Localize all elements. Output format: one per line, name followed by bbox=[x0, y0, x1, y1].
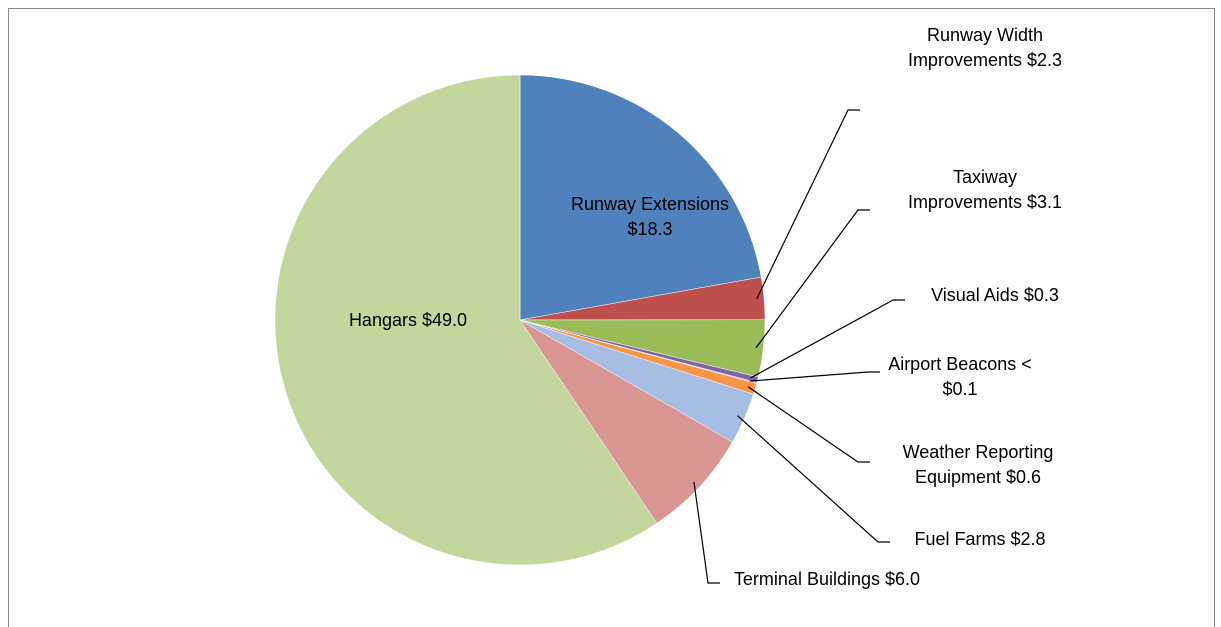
category-label: Visual Aids bbox=[931, 285, 1019, 305]
slice-label: Weather Reporting Equipment $0.6 bbox=[868, 440, 1088, 490]
slice-label: Hangars $49.0 bbox=[318, 308, 498, 333]
slice-label: Fuel Farms $2.8 bbox=[890, 527, 1070, 552]
category-label: Terminal Buildings bbox=[733, 569, 880, 589]
value-label: $0.3 bbox=[1023, 285, 1059, 305]
category-label: Taxiway Improvements bbox=[907, 167, 1022, 212]
leader-line bbox=[737, 415, 890, 543]
pie-slice bbox=[519, 74, 762, 321]
slice-label: Taxiway Improvements $3.1 bbox=[895, 165, 1075, 215]
value-label: $0.6 bbox=[1006, 467, 1042, 487]
leader-line bbox=[755, 209, 870, 349]
pie-slice bbox=[519, 319, 733, 524]
slice-label: Terminal Buildings $6.0 bbox=[722, 567, 932, 592]
value-label: $2.8 bbox=[1010, 529, 1046, 549]
slice-label: Airport Beacons < $0.1 bbox=[870, 352, 1050, 402]
category-label: Runway Extensions bbox=[570, 194, 730, 214]
category-label: Fuel Farms bbox=[914, 529, 1006, 549]
value-label: $49.0 bbox=[422, 310, 468, 330]
value-label: $2.3 bbox=[1027, 50, 1063, 70]
category-label: Hangars bbox=[348, 310, 417, 330]
pie-slice bbox=[274, 74, 658, 566]
slice-label: Runway Extensions $18.3 bbox=[565, 192, 735, 242]
value-label: $3.1 bbox=[1027, 192, 1063, 212]
slice-label: Visual Aids $0.3 bbox=[905, 283, 1085, 308]
slice-label: Runway Width Improvements $2.3 bbox=[895, 23, 1075, 73]
leader-line bbox=[693, 481, 720, 584]
value-label: $18.3 bbox=[627, 219, 673, 239]
value-label: < $0.1 bbox=[942, 354, 1032, 399]
leader-line bbox=[750, 299, 905, 379]
leader-line bbox=[749, 371, 880, 382]
value-label: $6.0 bbox=[885, 569, 921, 589]
category-label: Airport Beacons bbox=[888, 354, 1017, 374]
category-label: Weather Reporting Equipment bbox=[902, 442, 1054, 487]
leader-line bbox=[756, 109, 860, 300]
category-label: Runway Width Improvements bbox=[907, 25, 1044, 70]
leader-line bbox=[747, 386, 870, 463]
